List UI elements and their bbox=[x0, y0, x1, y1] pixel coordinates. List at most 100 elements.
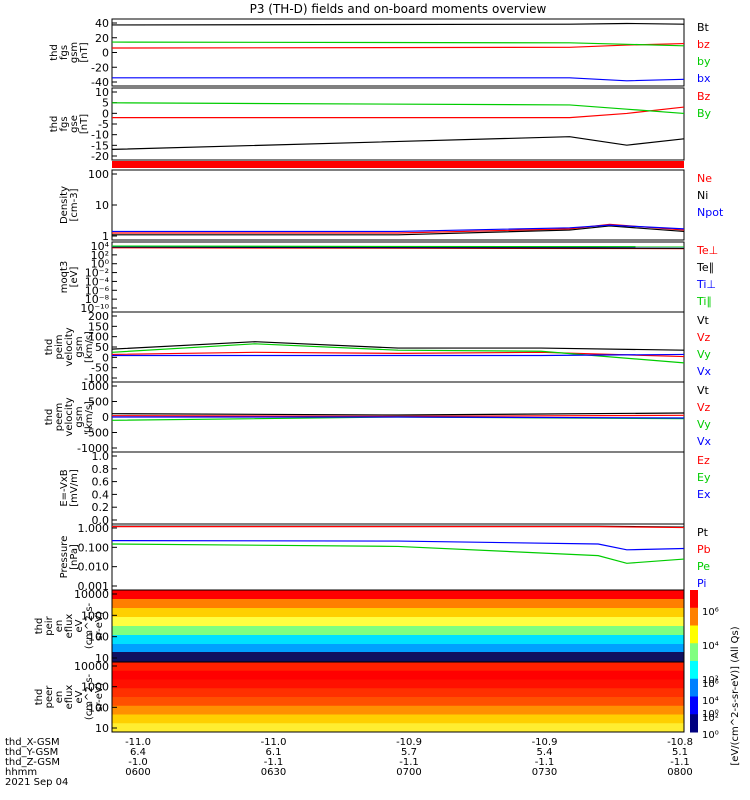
y-tick-label: 0.0 bbox=[92, 514, 110, 527]
y-axis-label: [eV] bbox=[69, 267, 80, 288]
legend-By: By bbox=[697, 107, 712, 120]
legend-bx: bx bbox=[697, 72, 711, 85]
series-bx bbox=[112, 77, 685, 82]
series-Ti∥ bbox=[111, 245, 685, 248]
y-axis-label: [km/s] bbox=[84, 401, 95, 433]
y-axis-label: en bbox=[54, 691, 65, 704]
series-Pe bbox=[111, 543, 685, 564]
y-tick-label: 150 bbox=[88, 320, 109, 333]
colorbar-tick-label: 10⁰ bbox=[702, 709, 719, 720]
y-tick-label: 0.010 bbox=[78, 561, 110, 574]
panel-frame bbox=[111, 169, 685, 241]
spectrogram-band bbox=[112, 697, 684, 707]
y-axis-label: velocity bbox=[64, 397, 75, 436]
spectrogram-band bbox=[112, 626, 684, 636]
y-tick-label: 0.8 bbox=[92, 463, 110, 476]
y-tick-label: 5 bbox=[102, 97, 109, 110]
spectrogram-band bbox=[112, 705, 684, 715]
panel-frame bbox=[111, 661, 685, 733]
colorbar-segment bbox=[690, 625, 698, 644]
legend-Vz: Vz bbox=[697, 331, 711, 344]
y-axis-label: gsm bbox=[74, 406, 85, 427]
series-bz bbox=[111, 42, 685, 49]
x-gsm-value: -10.9 bbox=[532, 737, 558, 748]
y-tick-label: 10⁻¹⁰ bbox=[80, 302, 109, 315]
y-tick-label: 1 bbox=[102, 230, 109, 243]
y-axis-label: eV bbox=[74, 690, 85, 703]
panel-fgs_gsm: 40 20 0-20 -40 thd fgs gsm [nT] Bt bz by bx bbox=[49, 17, 711, 89]
legend-Ni: Ni bbox=[697, 189, 708, 202]
y-axis-label: [mV/m] bbox=[69, 469, 80, 507]
legend-Pe: Pe bbox=[697, 560, 710, 573]
y-tick-label: -20 bbox=[91, 61, 109, 74]
y-axis-label: peer bbox=[44, 685, 55, 709]
y-tick-label: 10⁻² bbox=[85, 267, 109, 280]
spectrogram-band bbox=[112, 723, 684, 733]
spectrogram-band bbox=[112, 679, 684, 689]
y-tick-label: -10 bbox=[91, 129, 109, 142]
y-axis-label: Density bbox=[59, 186, 70, 224]
legend-Ne: Ne bbox=[697, 172, 712, 185]
y-tick-label: 40 bbox=[95, 17, 109, 30]
legend-Pb: Pb bbox=[697, 543, 711, 556]
legend-Ez: Ez bbox=[697, 454, 710, 467]
panel-peer_en_eflux: 10000 1000 100 10 thd peer en eflux eV (cm^2-s-sr… bbox=[34, 660, 685, 735]
legend-Vx: Vx bbox=[697, 365, 712, 378]
spectrogram-band bbox=[112, 599, 684, 609]
y-gsm-value: 6.4 bbox=[130, 747, 146, 758]
series-Te∥ bbox=[111, 246, 685, 249]
x-gsm-value: -10.8 bbox=[667, 737, 693, 748]
y-tick-label: 10⁴ bbox=[91, 240, 110, 253]
x-gsm-value: -11.0 bbox=[261, 737, 287, 748]
y-tick-label: -100 bbox=[84, 372, 109, 385]
colorbar-tick-label: 10⁴ bbox=[702, 641, 719, 652]
colorbar-segment bbox=[690, 590, 698, 609]
y-axis-label: moqt3 bbox=[59, 261, 70, 294]
spectrogram-band bbox=[112, 590, 684, 600]
series-Pb bbox=[112, 526, 685, 529]
y-tick-label: 10000 bbox=[74, 588, 109, 601]
y-tick-label: 0.6 bbox=[92, 476, 110, 489]
legend-Te∥: Te∥ bbox=[696, 261, 714, 274]
y-axis-label: [nT] bbox=[79, 42, 90, 62]
hhmm-value: 0730 bbox=[532, 767, 557, 778]
y-axis-label: thd bbox=[49, 44, 60, 61]
colorbar-segment bbox=[690, 607, 698, 626]
y-tick-label: 0 bbox=[102, 411, 109, 424]
y-tick-label: 10⁰ bbox=[91, 258, 110, 271]
y-axis-label: [nPa] bbox=[69, 544, 80, 570]
legend-Ey: Ey bbox=[697, 471, 711, 484]
series-Bt bbox=[111, 22, 685, 26]
colorbar-segment bbox=[690, 661, 698, 680]
colorbar-tick-label: 10² bbox=[702, 675, 719, 686]
legend-Ti∥: Ti∥ bbox=[696, 295, 712, 308]
y-axis-label: eV bbox=[74, 619, 85, 632]
y-axis-label: fgs bbox=[59, 116, 70, 131]
legend-by: by bbox=[697, 55, 711, 68]
spectrogram-band bbox=[112, 617, 684, 627]
hhmm-value: 0630 bbox=[261, 767, 286, 778]
x-row-label: thd_Y-GSM bbox=[5, 747, 58, 758]
y-axis-label: velocity bbox=[64, 327, 75, 366]
spectrogram-band bbox=[112, 644, 684, 654]
series-Bx bbox=[111, 136, 685, 151]
y-axis-label: thd bbox=[44, 409, 55, 426]
y-tick-label: 50 bbox=[95, 341, 109, 354]
figure-title: P3 (TH-D) fields and on-board moments ov… bbox=[250, 2, 547, 16]
series-By bbox=[111, 102, 685, 115]
y-gsm-value: 5.7 bbox=[401, 747, 417, 758]
y-tick-label: -50 bbox=[91, 362, 109, 375]
hhmm-value: 0800 bbox=[667, 767, 692, 778]
colorbar-segment bbox=[690, 696, 698, 715]
y-tick-label: 10² bbox=[91, 249, 109, 262]
y-axis-label: (cm^2-s- bbox=[84, 602, 95, 649]
spectrogram-band bbox=[112, 652, 684, 662]
series-Bz bbox=[112, 106, 685, 119]
y-axis-label: thd bbox=[49, 116, 60, 133]
legend-Ti⊥: Ti⊥ bbox=[696, 278, 716, 291]
series-Vx bbox=[112, 416, 685, 419]
panel-peir_en_eflux: 10000 1000 100 10 thd peir en eflux eV (cm^2-s-sr… bbox=[34, 588, 685, 665]
